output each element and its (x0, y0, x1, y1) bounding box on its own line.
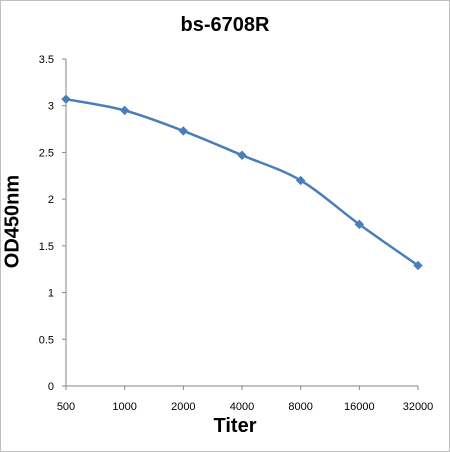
data-point-marker (61, 94, 71, 104)
y-tick-label: 1 (48, 288, 54, 300)
x-tick-label: 2000 (171, 401, 195, 413)
y-tick-label: 2 (48, 194, 54, 206)
y-tick-label: 0.5 (39, 334, 54, 346)
chart-title: bs-6708R (180, 14, 270, 36)
x-tick-label: 32000 (403, 401, 434, 413)
x-tick-label: 1000 (112, 401, 136, 413)
data-point-marker (354, 219, 365, 230)
series-line (65, 97, 419, 267)
data-point-marker (237, 150, 247, 160)
data-point-marker (295, 175, 306, 186)
x-tick-label: 500 (57, 401, 75, 413)
data-point-marker (119, 105, 130, 116)
x-tick-label: 16000 (344, 401, 375, 413)
y-axis-label: OD450nm (1, 174, 24, 269)
data-point-marker (178, 126, 189, 136)
x-tick-label: 4000 (230, 401, 254, 413)
x-axis-label: Titer (213, 415, 257, 437)
y-tick-label: 3 (48, 101, 54, 113)
data-point-marker (413, 260, 423, 271)
x-tick-label: 8000 (288, 401, 312, 413)
y-tick-label: 2.5 (39, 147, 54, 159)
y-tick-label: 1.5 (39, 241, 54, 253)
y-tick-label: 0 (48, 381, 54, 393)
y-tick-label: 3.5 (39, 54, 54, 66)
